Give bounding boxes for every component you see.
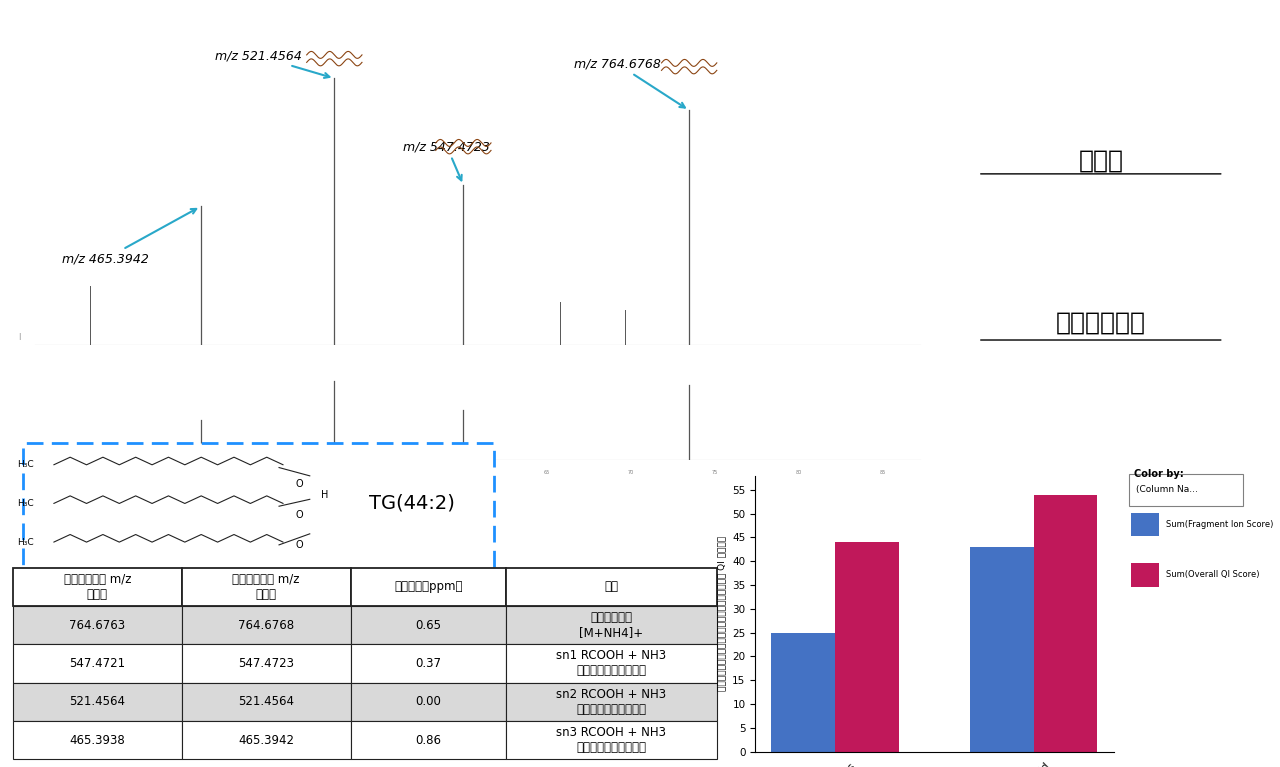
Text: フラグメント m/z
予測値: フラグメント m/z 予測値 — [64, 573, 131, 601]
Bar — [351, 644, 506, 683]
Text: H: H — [321, 490, 329, 500]
Text: H₃C: H₃C — [17, 538, 33, 547]
Bar — [970, 547, 1034, 752]
Bar — [1132, 512, 1158, 536]
Text: 85: 85 — [879, 470, 886, 475]
Text: 35: 35 — [41, 470, 47, 475]
Bar — [13, 721, 182, 759]
Bar — [506, 721, 717, 759]
Text: 60: 60 — [461, 470, 466, 475]
Text: 0.86: 0.86 — [415, 734, 442, 746]
Text: 465.3938: 465.3938 — [69, 734, 125, 746]
Bar — [351, 568, 506, 606]
Bar — [1132, 563, 1158, 587]
FancyBboxPatch shape — [1129, 474, 1243, 505]
Bar — [506, 606, 717, 644]
Text: 0.00: 0.00 — [415, 696, 442, 708]
Bar — [351, 721, 506, 759]
Text: O: O — [296, 540, 303, 550]
Bar — [182, 568, 351, 606]
Text: 764.6763: 764.6763 — [69, 619, 125, 631]
Text: Sum(Fragment Ion Score): Sum(Fragment Ion Score) — [1166, 520, 1274, 528]
Bar — [351, 606, 506, 644]
Text: 70: 70 — [628, 470, 634, 475]
Text: H₃C: H₃C — [17, 460, 33, 469]
Text: O: O — [296, 479, 303, 489]
Text: sn2 RCOOH + NH3
（ニュートラルロス）: sn2 RCOOH + NH3 （ニュートラルロス） — [556, 688, 667, 716]
Text: 547.4723: 547.4723 — [238, 657, 294, 670]
Text: 465.3942: 465.3942 — [238, 734, 294, 746]
Text: 55: 55 — [376, 470, 383, 475]
Text: Sum(Overall QI Score): Sum(Overall QI Score) — [1166, 571, 1260, 579]
Text: m/z 521.4564: m/z 521.4564 — [215, 49, 329, 78]
Text: 764.6768: 764.6768 — [238, 619, 294, 631]
Text: 521.4564: 521.4564 — [69, 696, 125, 708]
Text: 80: 80 — [796, 470, 803, 475]
Text: フラグメント m/z
測定値: フラグメント m/z 測定値 — [233, 573, 300, 601]
Text: 65: 65 — [544, 470, 550, 475]
Text: 0.65: 0.65 — [415, 619, 442, 631]
Bar — [13, 644, 182, 683]
Bar — [13, 683, 182, 721]
Text: (Column Na...: (Column Na... — [1135, 486, 1198, 494]
Bar — [182, 606, 351, 644]
Text: 40: 40 — [124, 470, 131, 475]
Y-axis label: 合計（フラグメントイオンスコア）、合計（全体 QI スコア）: 合計（フラグメントイオンスコア）、合計（全体 QI スコア） — [718, 536, 727, 691]
Text: 547.4721: 547.4721 — [69, 657, 125, 670]
Bar — [1034, 495, 1097, 752]
Bar — [182, 721, 351, 759]
Text: |: | — [19, 333, 20, 340]
Text: 45: 45 — [209, 470, 215, 475]
Text: sn1 RCOOH + NH3
（ニュートラルロス）: sn1 RCOOH + NH3 （ニュートラルロス） — [556, 650, 667, 677]
Text: H₃C: H₃C — [17, 499, 33, 508]
Bar — [13, 568, 182, 606]
Bar — [506, 683, 717, 721]
Text: m/z 764.6768: m/z 764.6768 — [573, 58, 685, 107]
Bar — [772, 633, 835, 752]
Text: m/z 465.3942: m/z 465.3942 — [63, 209, 196, 265]
Text: 説明: 説明 — [604, 581, 618, 593]
Bar — [351, 683, 506, 721]
Text: プリカーサー
[M+NH4]+: プリカーサー [M+NH4]+ — [579, 611, 644, 639]
Text: Color by:: Color by: — [1134, 469, 1184, 479]
Text: O: O — [296, 509, 303, 519]
Bar — [13, 606, 182, 644]
Bar — [835, 542, 899, 752]
Text: 0.37: 0.37 — [415, 657, 442, 670]
Bar — [182, 644, 351, 683]
Bar — [506, 568, 717, 606]
Text: TG(44:2): TG(44:2) — [369, 494, 456, 513]
Text: 質量誤差（ppm）: 質量誤差（ppm） — [394, 581, 462, 593]
Text: 75: 75 — [712, 470, 718, 475]
Bar — [182, 683, 351, 721]
Text: m/z 547.4723: m/z 547.4723 — [403, 140, 490, 180]
Text: 測定値: 測定値 — [1078, 149, 1124, 173]
Bar — [506, 644, 717, 683]
Text: sn3 RCOOH + NH3
（ニュートラルロス）: sn3 RCOOH + NH3 （ニュートラルロス） — [557, 726, 666, 754]
FancyBboxPatch shape — [23, 443, 494, 571]
Text: 50: 50 — [293, 470, 298, 475]
Text: データベース: データベース — [1056, 311, 1146, 334]
Text: 521.4564: 521.4564 — [238, 696, 294, 708]
